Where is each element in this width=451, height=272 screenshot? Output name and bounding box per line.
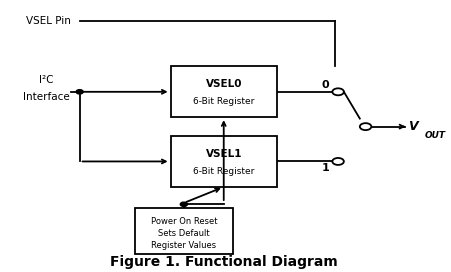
Text: 6-Bit Register: 6-Bit Register — [193, 167, 254, 176]
Text: Sets Default: Sets Default — [158, 229, 209, 238]
Circle shape — [76, 90, 83, 94]
FancyBboxPatch shape — [170, 66, 276, 117]
Text: Figure 1. Functional Diagram: Figure 1. Functional Diagram — [110, 255, 337, 268]
FancyBboxPatch shape — [170, 136, 276, 187]
Text: 0: 0 — [321, 80, 329, 90]
Text: Power On Reset: Power On Reset — [150, 217, 216, 225]
Text: I²C: I²C — [39, 75, 54, 85]
Text: 6-Bit Register: 6-Bit Register — [193, 97, 254, 106]
Circle shape — [331, 88, 343, 95]
Circle shape — [331, 158, 343, 165]
Circle shape — [359, 123, 371, 130]
Text: Interface: Interface — [23, 92, 69, 102]
Circle shape — [180, 202, 187, 206]
Text: 1: 1 — [321, 163, 329, 173]
Text: VSEL1: VSEL1 — [205, 149, 241, 159]
Text: VSEL0: VSEL0 — [205, 79, 241, 89]
Text: OUT: OUT — [423, 131, 445, 141]
FancyBboxPatch shape — [135, 208, 232, 254]
Text: V: V — [407, 120, 416, 133]
Text: VSEL Pin: VSEL Pin — [27, 16, 71, 26]
Text: Register Values: Register Values — [151, 241, 216, 250]
